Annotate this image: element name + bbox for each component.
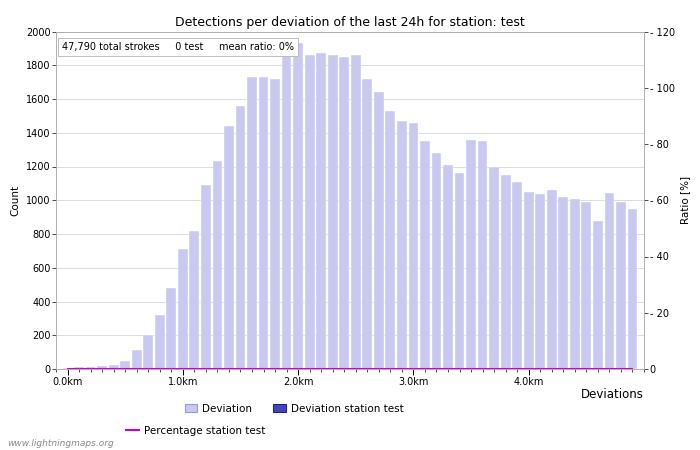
Bar <box>386 111 396 369</box>
Bar <box>155 315 164 369</box>
Bar <box>270 79 280 369</box>
Bar <box>547 190 556 369</box>
Bar <box>236 106 246 369</box>
Bar <box>340 57 349 369</box>
Bar <box>62 368 72 369</box>
Bar <box>616 202 626 369</box>
Bar <box>374 92 384 369</box>
Bar <box>536 194 545 369</box>
Bar <box>466 140 476 369</box>
Text: 47,790 total strokes     0 test     mean ratio: 0%: 47,790 total strokes 0 test mean ratio: … <box>62 42 294 52</box>
Bar <box>432 153 442 369</box>
Title: Detections per deviation of the last 24h for station: test: Detections per deviation of the last 24h… <box>175 16 525 29</box>
Bar <box>477 141 487 369</box>
Bar <box>559 197 568 369</box>
Bar <box>85 367 95 369</box>
Bar <box>582 202 591 369</box>
Y-axis label: Count: Count <box>10 184 20 216</box>
Bar <box>420 141 430 369</box>
Bar <box>178 249 188 369</box>
Bar <box>97 366 107 369</box>
Bar <box>500 175 510 369</box>
Bar <box>224 126 234 369</box>
Bar <box>570 198 580 369</box>
Bar <box>316 54 326 369</box>
Bar <box>351 55 360 369</box>
Bar <box>363 79 372 369</box>
Bar <box>304 55 314 369</box>
Bar <box>593 220 603 369</box>
Bar <box>108 365 118 369</box>
Bar <box>512 182 522 369</box>
Bar <box>628 209 638 369</box>
Bar <box>281 54 291 369</box>
Bar <box>167 288 176 369</box>
Text: Deviations: Deviations <box>581 387 644 400</box>
Bar <box>605 193 615 369</box>
Legend: Percentage station test: Percentage station test <box>122 422 270 440</box>
Bar <box>190 230 200 369</box>
Bar <box>524 192 533 369</box>
Bar <box>201 185 211 369</box>
Bar <box>454 173 464 369</box>
Bar <box>213 162 223 369</box>
Bar <box>74 367 84 369</box>
Bar <box>144 335 153 369</box>
Bar <box>132 351 141 369</box>
Bar <box>397 121 407 369</box>
Bar <box>247 77 257 369</box>
Bar <box>409 122 419 369</box>
Bar <box>120 360 130 369</box>
Bar <box>443 165 453 369</box>
Bar <box>328 55 337 369</box>
Legend: Deviation, Deviation station test: Deviation, Deviation station test <box>181 400 407 418</box>
Bar <box>489 166 499 369</box>
Bar <box>258 77 268 369</box>
Bar <box>293 43 303 369</box>
Text: www.lightningmaps.org: www.lightningmaps.org <box>7 439 113 448</box>
Y-axis label: Ratio [%]: Ratio [%] <box>680 176 690 224</box>
